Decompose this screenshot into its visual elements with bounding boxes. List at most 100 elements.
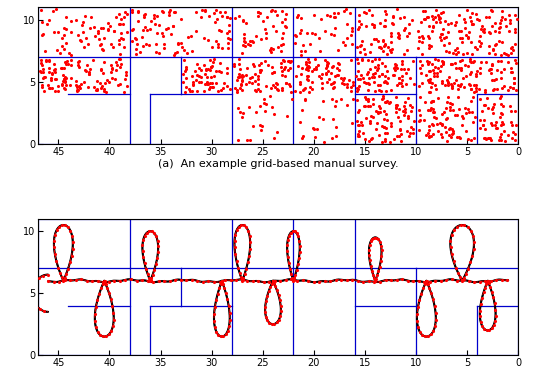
Point: [170, 50, 179, 56]
Point: [511, 29, 519, 35]
Point: [361, 80, 370, 86]
Point: [138, 43, 147, 49]
Point: [439, 10, 448, 16]
Point: [303, 30, 312, 36]
Point: [508, 135, 516, 141]
Point: [438, 122, 447, 128]
Point: [410, 118, 418, 124]
Point: [268, 64, 276, 70]
Point: [255, 88, 264, 94]
Point: [424, 130, 433, 136]
Point: [406, 130, 415, 136]
Point: [437, 134, 446, 140]
Point: [395, 80, 403, 86]
Point: [495, 25, 503, 31]
Point: [186, 88, 195, 94]
Point: [491, 20, 500, 26]
Point: [292, 73, 301, 79]
Point: [274, 44, 282, 50]
Point: [382, 99, 390, 105]
Point: [441, 129, 450, 135]
Point: [453, 134, 461, 140]
Point: [324, 68, 333, 74]
Point: [255, 63, 264, 68]
Point: [496, 110, 505, 115]
Point: [93, 87, 102, 92]
Point: [335, 61, 343, 67]
Point: [51, 6, 60, 12]
Point: [36, 68, 44, 74]
Point: [80, 79, 89, 85]
Point: [484, 29, 493, 35]
Point: [38, 63, 46, 68]
Point: [301, 85, 309, 91]
Point: [245, 79, 253, 85]
Point: [59, 76, 68, 82]
Point: [217, 87, 226, 93]
Point: [302, 61, 310, 67]
Point: [447, 81, 455, 87]
Point: [272, 87, 281, 92]
Point: [483, 105, 492, 111]
Point: [181, 75, 190, 81]
Point: [215, 27, 224, 33]
Point: [453, 50, 462, 56]
Point: [427, 100, 435, 105]
Point: [330, 79, 339, 85]
Point: [496, 95, 504, 101]
Point: [90, 84, 99, 90]
Point: [296, 15, 305, 21]
Point: [299, 134, 307, 139]
Point: [282, 24, 291, 30]
Point: [322, 59, 331, 65]
Point: [451, 60, 460, 66]
Point: [342, 102, 351, 108]
Point: [370, 88, 379, 94]
Point: [395, 35, 403, 41]
Point: [297, 48, 306, 54]
Point: [332, 65, 341, 71]
Point: [347, 33, 355, 38]
Point: [374, 110, 383, 116]
Point: [511, 60, 520, 66]
Point: [424, 60, 433, 65]
Point: [99, 85, 108, 91]
Point: [112, 67, 120, 73]
Point: [392, 62, 401, 68]
Point: [97, 85, 106, 91]
Point: [442, 105, 451, 111]
Point: [490, 86, 499, 92]
Point: [475, 38, 484, 44]
Point: [238, 74, 246, 80]
Point: [426, 107, 435, 112]
Point: [400, 27, 408, 33]
Point: [415, 65, 424, 71]
Point: [347, 41, 356, 47]
Point: [462, 7, 471, 13]
Point: [505, 17, 514, 23]
Point: [425, 35, 434, 41]
Point: [108, 65, 117, 71]
Point: [417, 19, 426, 25]
Point: [381, 11, 390, 17]
Point: [354, 132, 362, 138]
Point: [322, 79, 331, 85]
Point: [269, 46, 278, 52]
Point: [408, 104, 417, 110]
Point: [497, 17, 506, 23]
Point: [453, 112, 462, 118]
Point: [133, 8, 142, 14]
Point: [48, 71, 56, 77]
Point: [296, 81, 305, 87]
Point: [417, 70, 426, 75]
Point: [460, 105, 469, 111]
Point: [393, 7, 402, 13]
Point: [93, 87, 102, 93]
Point: [381, 63, 389, 68]
Point: [507, 50, 516, 56]
Point: [140, 12, 149, 18]
Point: [493, 67, 502, 73]
Point: [191, 68, 200, 74]
Point: [497, 94, 505, 100]
Point: [427, 105, 435, 111]
